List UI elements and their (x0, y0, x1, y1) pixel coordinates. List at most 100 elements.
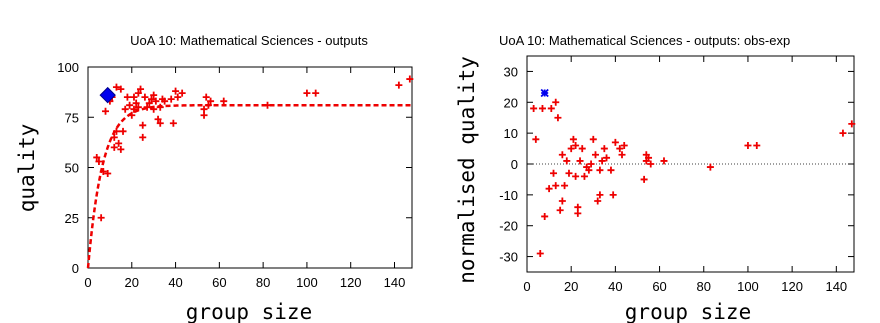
data-point (839, 129, 847, 137)
data-point (178, 89, 186, 97)
data-point (550, 169, 558, 177)
data-point (558, 197, 566, 205)
y-tick-label: 50 (65, 161, 79, 176)
x-tick-label: 80 (256, 275, 270, 290)
data-point (132, 99, 140, 107)
data-point (587, 160, 595, 168)
data-point (152, 97, 160, 105)
data-point (609, 191, 617, 199)
data-point (200, 111, 208, 119)
chart-left: UoA 10: Mathematical Sciences - outputs … (15, 33, 414, 323)
x-tick-label: 60 (652, 279, 666, 294)
data-point (112, 83, 120, 91)
data-point (154, 115, 162, 123)
data-point (150, 105, 158, 113)
chart-right-title: UoA 10: Mathematical Sciences - outputs:… (499, 33, 790, 48)
data-point (110, 143, 118, 151)
data-point (137, 85, 145, 93)
data-point (753, 141, 761, 149)
data-point (640, 175, 648, 183)
data-point (119, 127, 127, 135)
x-tick-label: 120 (781, 279, 803, 294)
data-point (134, 89, 142, 97)
y-tick-label: 10 (504, 126, 518, 141)
x-tick-label: 100 (737, 279, 759, 294)
data-point (115, 139, 123, 147)
data-point (145, 99, 153, 107)
data-point (204, 101, 212, 109)
data-point (161, 97, 169, 105)
x-tick-label: 40 (168, 275, 182, 290)
y-tick-label: 25 (65, 211, 79, 226)
data-point (395, 81, 403, 89)
data-point (596, 166, 604, 174)
y-tick-label: -20 (499, 219, 518, 234)
data-point (143, 103, 151, 111)
y-tick-label: 75 (65, 110, 79, 125)
data-point (130, 105, 138, 113)
data-point (547, 104, 555, 112)
data-point (121, 105, 129, 113)
data-point (607, 166, 615, 174)
data-point (580, 172, 588, 180)
data-point (117, 145, 125, 153)
data-point (99, 168, 107, 176)
data-point (532, 135, 540, 143)
data-point (616, 145, 624, 153)
data-point (603, 154, 611, 162)
data-point (585, 166, 593, 174)
data-point (598, 157, 606, 165)
data-point (552, 182, 560, 190)
y-tick-label: 30 (504, 64, 518, 79)
data-point (264, 101, 272, 109)
data-point (744, 141, 752, 149)
fit-curve (86, 103, 412, 269)
data-point (660, 157, 668, 165)
chart-left-ylabel: quality (15, 124, 39, 213)
y-tick-label: 0 (511, 157, 518, 172)
x-tick-label: 20 (564, 279, 578, 294)
data-point (110, 133, 118, 141)
data-point (141, 93, 149, 101)
data-point (578, 145, 586, 153)
data-point (706, 163, 714, 171)
x-tick-label: 40 (608, 279, 622, 294)
data-point (848, 120, 856, 128)
data-point (536, 249, 544, 257)
x-tick-label: 20 (125, 275, 139, 290)
data-point (552, 98, 560, 106)
x-tick-label: 100 (296, 275, 318, 290)
data-point (563, 157, 571, 165)
highlight-point (99, 86, 116, 104)
x-tick-label: 140 (825, 279, 847, 294)
data-point (538, 104, 546, 112)
data-point (303, 89, 311, 97)
data-point (572, 172, 580, 180)
data-point (150, 91, 158, 99)
data-point (117, 85, 125, 93)
data-point (574, 209, 582, 217)
data-point (169, 119, 177, 127)
data-point (172, 87, 180, 95)
data-point (130, 93, 138, 101)
chart-left-xlabel: group size (186, 300, 312, 323)
data-point (97, 214, 105, 222)
data-point (558, 151, 566, 159)
chart-left-title: UoA 10: Mathematical Sciences - outputs (130, 33, 368, 48)
data-point (541, 212, 549, 220)
data-point (207, 97, 215, 105)
x-tick-label: 60 (212, 275, 226, 290)
data-point (611, 138, 619, 146)
data-point (556, 206, 564, 214)
data-point (406, 75, 414, 83)
plot-frame (526, 55, 855, 273)
data-point (565, 169, 573, 177)
data-point (312, 89, 320, 97)
data-point (591, 151, 599, 159)
data-point (567, 145, 575, 153)
data-point (645, 154, 653, 162)
chart-right-ylabel: normalised quality (455, 56, 479, 284)
data-point (200, 105, 208, 113)
data-point (147, 95, 155, 103)
